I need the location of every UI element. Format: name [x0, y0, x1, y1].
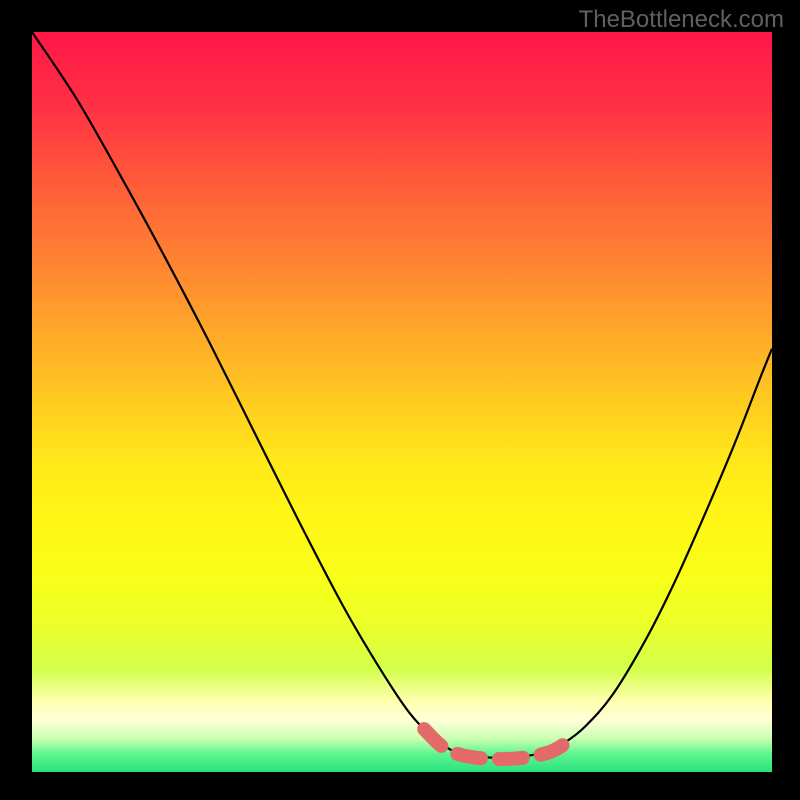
chart-plot-area	[32, 32, 772, 772]
optimal-range-marker	[424, 729, 573, 759]
chart-svg-layer	[32, 32, 772, 772]
watermark-label: TheBottleneck.com	[579, 6, 784, 34]
bottleneck-curve	[32, 32, 772, 758]
